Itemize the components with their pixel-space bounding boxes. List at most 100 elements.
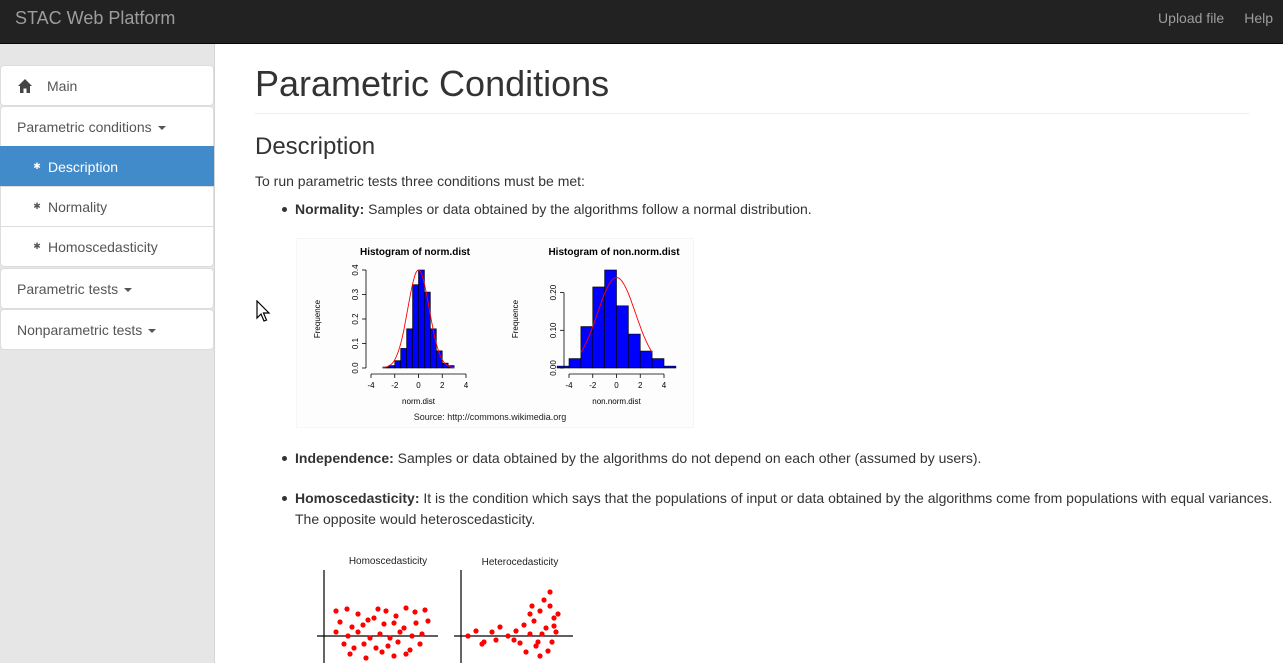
homo-scatter-point	[345, 633, 351, 639]
homo-scatter-point	[403, 651, 409, 657]
homo-scatter-point	[355, 611, 361, 617]
y-tick-label: 0.1	[351, 337, 360, 349]
homo-scatter-point	[425, 618, 431, 624]
sidebar-item-label: Parametric tests	[17, 280, 119, 297]
x-tick-label: 0	[614, 381, 619, 390]
histogram-bar	[418, 269, 425, 369]
section-title: Description	[255, 133, 376, 160]
sidebar-item-description[interactable]: ✱ Description	[0, 146, 214, 187]
hetero-scatter-point	[549, 639, 555, 645]
histogram-bar	[400, 348, 407, 369]
y-tick-label: 0.00	[549, 360, 558, 376]
sidebar-item-nonparametric-tests[interactable]: Nonparametric tests	[0, 309, 214, 350]
histogram-title: Histogram of norm.dist	[360, 247, 471, 258]
hetero-scatter-point	[497, 624, 503, 630]
homo-scatter-point	[393, 613, 399, 619]
mouse-cursor-icon	[256, 300, 271, 322]
homo-scatter-point	[344, 606, 350, 612]
sidebar-item-parametric-conditions[interactable]: Parametric conditions	[0, 106, 214, 147]
sidebar-item-parametric-tests[interactable]: Parametric tests	[0, 268, 214, 309]
homo-scatter-point	[333, 629, 339, 635]
homo-scatter-point	[419, 631, 425, 637]
homo-scatter-point	[379, 649, 385, 655]
hetero-dots	[465, 589, 561, 659]
histogram-bar	[412, 284, 419, 369]
hetero-scatter-point	[479, 641, 485, 647]
sidebar-item-label: Main	[47, 77, 78, 94]
condition-term: Normality:	[295, 201, 365, 217]
homo-scatter-point	[417, 641, 423, 647]
sidebar-item-main[interactable]: Main	[0, 65, 214, 106]
homo-scatter-point	[413, 620, 419, 626]
histogram-x-label: norm.dist	[402, 397, 436, 406]
homo-dots	[333, 605, 431, 661]
homo-scatter-point	[375, 606, 381, 612]
sidebar-item-label: Description	[48, 158, 119, 175]
sidebar-menu: Main Parametric conditions ✱ Description…	[0, 65, 214, 350]
histogram-chart-1: Histogram of norm.dist -4 -2 0 2 4 norm.dist 0.…	[313, 247, 471, 406]
help-link[interactable]: Help	[1244, 10, 1273, 26]
homo-scatter-point	[355, 629, 361, 635]
figure-source-text: Source: http://commons.wikimedia.org	[414, 412, 567, 422]
sidebar-item-label: Parametric conditions	[17, 118, 152, 135]
hetero-scatter-point	[505, 633, 511, 639]
homo-scatter-point	[397, 629, 403, 635]
histogram-bar	[406, 328, 413, 369]
bullet-icon: ✱	[33, 241, 41, 251]
x-tick-label: -4	[565, 381, 573, 390]
caret-down-icon	[124, 287, 133, 292]
histogram-title: Histogram of non.norm.dist	[548, 247, 680, 258]
scatter-figure: Homoscedasticity Heterocedasticity	[317, 556, 573, 663]
main-content: Parametric Conditions Description To run…	[255, 44, 1249, 191]
homo-scatter-point	[383, 608, 389, 614]
homo-scatter-point	[381, 621, 387, 627]
y-tick-label: 0.2	[351, 313, 360, 325]
homo-scatter-point	[333, 608, 339, 614]
histogram-bar	[394, 360, 401, 369]
hetero-scatter-point	[537, 653, 543, 659]
condition-text: Samples or data obtained by the algorith…	[393, 450, 982, 466]
hetero-scatter-point	[517, 640, 523, 646]
hetero-scatter-point	[533, 643, 539, 649]
histogram-y-label: Frequence	[313, 299, 322, 338]
homo-scatter-point	[385, 643, 391, 649]
y-tick-label: 0.4	[351, 264, 360, 276]
histogram-y-label: Frequence	[511, 299, 520, 338]
y-tick-label: 0.20	[549, 284, 558, 300]
upload-file-link[interactable]: Upload file	[1158, 10, 1225, 26]
x-tick-label: 4	[464, 381, 469, 390]
bullet-icon: ✱	[33, 201, 41, 211]
density-curve	[382, 269, 455, 369]
homo-scatter-point	[371, 615, 377, 621]
homo-scatter-point	[373, 645, 379, 651]
homo-scatter-point	[422, 607, 428, 613]
homo-scatter-point	[367, 635, 373, 641]
homo-scatter-point	[409, 633, 415, 639]
hetero-scatter-point	[531, 618, 537, 624]
home-icon	[18, 78, 32, 93]
hetero-scatter-point	[541, 597, 547, 603]
histogram-x-label: non.norm.dist	[592, 397, 641, 406]
intro-text: To run parametric tests three conditions…	[255, 173, 585, 189]
homo-scatter-point	[351, 645, 357, 651]
hetero-scatter-point	[535, 639, 541, 645]
y-tick-label: 0.0	[351, 362, 360, 374]
hetero-scatter-point	[555, 611, 561, 617]
heterocedasticity-panel-title: Heterocedasticity	[482, 557, 559, 568]
homoscedasticity-panel-title: Homoscedasticity	[349, 556, 427, 567]
hetero-scatter-point	[489, 629, 495, 635]
homo-scatter-point	[363, 655, 369, 661]
hetero-scatter-point	[465, 633, 471, 639]
sidebar-item-normality[interactable]: ✱ Normality	[0, 186, 214, 227]
histogram-bar	[604, 269, 617, 369]
hetero-scatter-point	[551, 623, 557, 629]
homo-scatter-point	[341, 641, 347, 647]
histogram-bar	[388, 365, 396, 369]
homo-scatter-point	[387, 635, 393, 641]
hetero-scatter-point	[529, 603, 535, 609]
homo-scatter-point	[360, 622, 366, 628]
sidebar-item-homoscedasticity[interactable]: ✱ Homoscedasticity	[0, 226, 214, 267]
brand-link[interactable]: STAC Web Platform	[15, 8, 176, 28]
sidebar-item-label: Homoscedasticity	[48, 238, 158, 255]
title-divider	[255, 113, 1249, 114]
